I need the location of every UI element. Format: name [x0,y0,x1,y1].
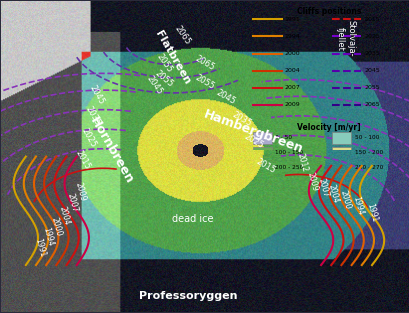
Text: 2004: 2004 [326,183,339,204]
Text: 2015: 2015 [74,148,92,171]
Text: Stolvaja-
fjellet: Stolvaja- fjellet [335,20,354,57]
Text: Hambergbreen: Hambergbreen [202,108,305,156]
Text: 2055: 2055 [193,73,216,91]
Text: 2009: 2009 [305,171,319,192]
Text: Hornbreen: Hornbreen [87,115,135,186]
Text: dead ice: dead ice [172,213,213,223]
Text: Flatbreen: Flatbreen [153,29,191,86]
Text: 2025: 2025 [80,126,98,149]
Text: 2009: 2009 [74,182,88,203]
Text: 2055: 2055 [154,52,173,74]
Text: 2045: 2045 [213,88,236,107]
Text: 2055: 2055 [153,69,175,89]
Text: Professoryggen: Professoryggen [139,291,237,301]
Text: 2025: 2025 [242,132,265,150]
Text: 2007: 2007 [315,177,329,198]
Text: 2035: 2035 [230,110,252,128]
Text: 1994: 1994 [41,227,55,248]
Text: 2007: 2007 [65,192,79,213]
Text: 1994: 1994 [350,196,364,217]
Text: 2015: 2015 [254,157,277,175]
Text: 2000: 2000 [49,216,63,237]
Text: 2045: 2045 [144,74,164,96]
Text: 2045: 2045 [88,83,106,106]
Text: 1991: 1991 [33,238,47,259]
Text: 2012: 2012 [295,152,309,173]
Text: 2065: 2065 [173,24,192,47]
Text: 2004: 2004 [58,205,71,226]
Text: 1991: 1991 [364,202,378,223]
Text: 2000: 2000 [338,189,351,210]
Text: 2065: 2065 [193,54,216,73]
Text: 2035: 2035 [83,105,102,128]
